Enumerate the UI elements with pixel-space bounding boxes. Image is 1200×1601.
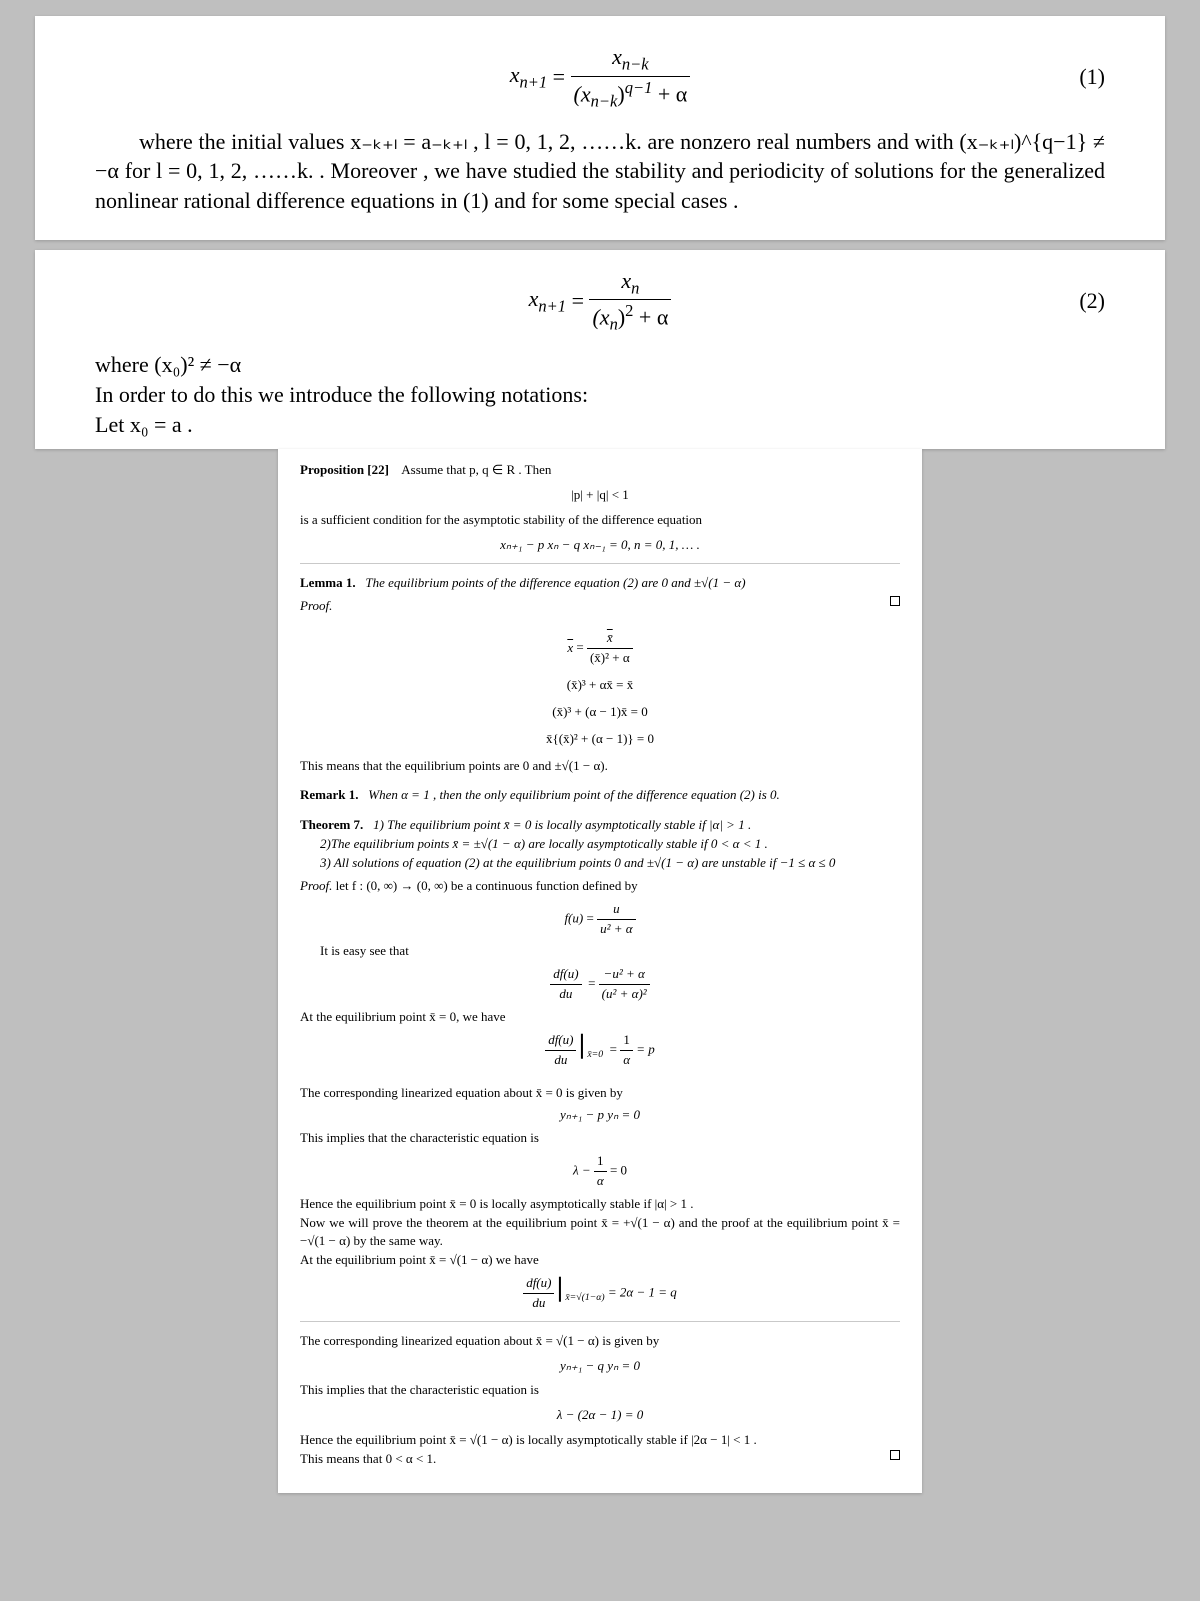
thm-atr-a: At the equilibrium point x̄ = √(1 − α) w… [300, 1251, 900, 1270]
remark-block: Remark 1. When α = 1 , then the only equ… [300, 786, 900, 805]
thm-lin1-a: The corresponding linearized equation ab… [300, 1332, 900, 1351]
eq1-lhs-sub: n+1 [519, 73, 547, 92]
thm-proof-label: Proof. [300, 878, 332, 893]
lemma-concl: This means that the equilibrium points a… [300, 757, 900, 776]
eq1-plus-alpha: + α [652, 81, 687, 106]
eq1-number: (1) [1079, 62, 1105, 92]
eq2-num-base: x [621, 268, 631, 293]
thm-char-post: = 0 [607, 1162, 627, 1177]
thm-means: This means that 0 < α < 1. [300, 1450, 890, 1469]
lemma-title: Lemma 1. [300, 575, 356, 590]
thm-proof-line: Proof. let f : (0, ∞) → (0, ∞) be a cont… [300, 877, 900, 896]
mid-line-2: In order to do this we introduce the fol… [95, 380, 1105, 410]
thm-let: let f : (0, ∞) → (0, ∞) be a continuous … [332, 878, 637, 893]
lemma-eq4: x̄{(x̄)² + (α − 1)} = 0 [300, 730, 900, 749]
thm-p1: 1) The equilibrium point x̄ = 0 is local… [373, 817, 751, 832]
lemma-eq1-num: x̄ [607, 629, 613, 648]
thm-easy: It is easy see that [320, 942, 900, 961]
prop-assume: Assume that p, q ∈ R . Then [401, 462, 551, 477]
qed-icon [890, 596, 900, 606]
thm-at0-a: At the equilibrium point x̄ = 0, we have [300, 1008, 900, 1027]
thm-lin0-eq: yₙ₊₁ − p yₙ = 0 [300, 1106, 900, 1125]
top-paragraph: where the initial values x₋ₖ₊ₗ = a₋ₖ₊ₗ ,… [95, 127, 1105, 216]
thm-hence0: Hence the equilibrium point x̄ = 0 is lo… [300, 1195, 900, 1214]
eq1-den-base: (x [574, 81, 591, 106]
eq2-den-sub: n [610, 315, 618, 334]
thm-char-num: 1 [594, 1152, 607, 1171]
paper-page-mid: xn+1 = xn (xn)2 + α (2) where (x₀)² ≠ −α… [35, 250, 1165, 450]
thm-at0-right-num: 1 [620, 1031, 633, 1050]
thm-df-den: (u² + α)² [599, 984, 650, 1004]
paper-page-top: xn+1 = xn−k (xn−k)q−1 + α (1) where the … [35, 16, 1165, 240]
thm-p3: 3) All solutions of equation (2) at the … [320, 854, 900, 873]
eq2-lhs-sub: n+1 [538, 297, 566, 316]
thm-df: df(u)du = −u² + α (u² + α)² [300, 965, 900, 1004]
thm-char-a: This implies that the characteristic equ… [300, 1129, 900, 1148]
eq1-num-base: x [612, 44, 622, 69]
thm-char1-eq: λ − (2α − 1) = 0 [300, 1406, 900, 1425]
mid-line-3: Let x₀ = a . [95, 410, 1105, 440]
thm-p2: 2)The equilibrium points x̄ = ±√(1 − α) … [320, 835, 900, 854]
lemma-eq2: (x̄)³ + αx̄ = x̄ [300, 676, 900, 695]
thm-hence1: Hence the equilibrium point x̄ = √(1 − α… [300, 1431, 900, 1450]
lemma-stmt: The equilibrium points of the difference… [365, 575, 745, 590]
thm-at0-right-post: = p [633, 1041, 655, 1056]
thm-char1-a: This implies that the characteristic equ… [300, 1381, 900, 1400]
thm-char-den: α [594, 1171, 607, 1191]
lemma-eq1-den: (x̄)² + α [587, 648, 633, 668]
section-rule-2 [300, 1321, 900, 1322]
thm-at0-right-den: α [620, 1050, 633, 1070]
thm-means-row: This means that 0 < α < 1. [300, 1450, 900, 1469]
eq2-lhs: x [529, 286, 539, 311]
eq1-num-sub: n−k [622, 54, 649, 73]
thm-f-num: u [597, 900, 636, 919]
thm-now: Now we will prove the theorem at the equ… [300, 1214, 900, 1252]
section-rule-1 [300, 563, 900, 564]
theorem-block: Theorem 7. 1) The equilibrium point x̄ =… [300, 816, 900, 873]
qed-icon-2 [890, 1450, 900, 1460]
mid-line-1: where (x₀)² ≠ −α [95, 350, 1105, 380]
eq2-num-sub: n [631, 278, 639, 297]
eq2-den-base: (x [592, 305, 609, 330]
thm-title: Theorem 7. [300, 817, 363, 832]
prop-eq: xₙ₊₁ − p xₙ − q xₙ₋₁ = 0, n = 0, 1, … . [300, 536, 900, 555]
eq2-number: (2) [1079, 286, 1105, 316]
thm-lin0-a: The corresponding linearized equation ab… [300, 1084, 900, 1103]
thm-atr-right: = 2α − 1 = q [605, 1284, 677, 1299]
remark-title: Remark 1. [300, 787, 359, 802]
prop-cond: is a sufficient condition for the asympt… [300, 511, 900, 530]
eq1-den-sub: n−k [591, 91, 618, 110]
paper-page-bottom: Proposition [22] Assume that p, q ∈ R . … [278, 449, 922, 1492]
thm-at0-eq: df(u)du⎮x̄=0 = 1 α = p [300, 1031, 900, 1070]
thm-f: f(u) = u u² + α [300, 900, 900, 939]
equation-1: xn+1 = xn−k (xn−k)q−1 + α (1) [95, 42, 1105, 113]
lemma-eq3: (x̄)³ + (α − 1)x̄ = 0 [300, 703, 900, 722]
thm-df-num: −u² + α [599, 965, 650, 984]
prop-ineq: |p| + |q| < 1 [300, 486, 900, 505]
thm-atr-sub: x̄=√(1−α) [565, 1292, 604, 1303]
lemma-header: Lemma 1. The equilibrium points of the d… [300, 574, 900, 616]
thm-f-den: u² + α [597, 919, 636, 939]
thm-at0-sub: x̄=0 [587, 1049, 603, 1060]
lemma-proof-label: Proof. [300, 597, 890, 616]
eq1-den-exp: q−1 [625, 78, 653, 97]
equation-2: xn+1 = xn (xn)2 + α (2) [95, 266, 1105, 337]
thm-lin1-eq: yₙ₊₁ − q yₙ = 0 [300, 1357, 900, 1376]
proposition-block: Proposition [22] Assume that p, q ∈ R . … [300, 461, 900, 554]
lemma-eq1: x = x̄ (x̄)² + α [300, 629, 900, 668]
thm-atr-eq: df(u)du⎮x̄=√(1−α) = 2α − 1 = q [300, 1274, 900, 1313]
eq2-plus-alpha: + α [633, 305, 668, 330]
remark-text: When α = 1 , then the only equilibrium p… [368, 787, 780, 802]
thm-char-eq: λ − 1 α = 0 [300, 1152, 900, 1191]
thm-char-pre: λ − [573, 1162, 594, 1177]
prop-title: Proposition [22] [300, 462, 389, 477]
